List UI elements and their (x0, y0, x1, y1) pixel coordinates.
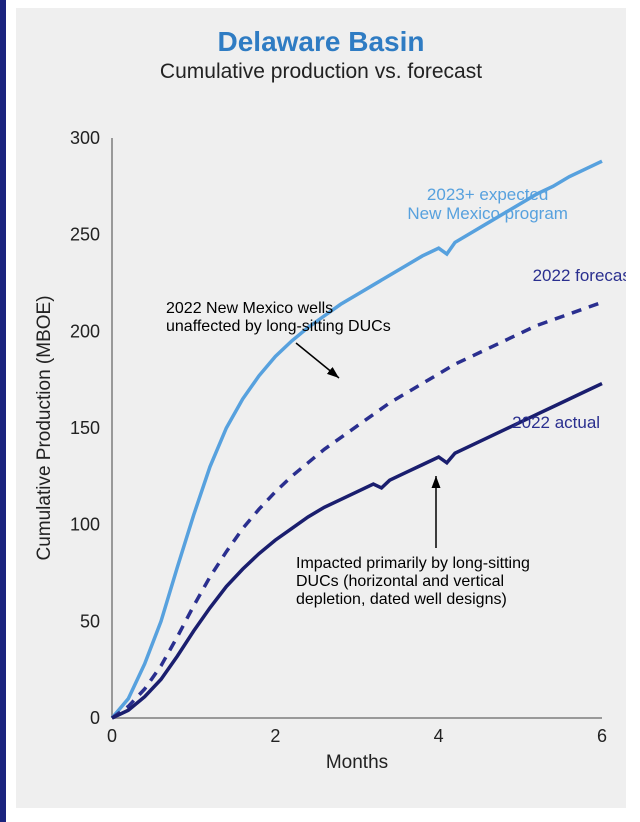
chart-panel: Delaware Basin Cumulative production vs.… (16, 8, 626, 808)
label-2022-actual: 2022 actual (512, 413, 600, 432)
x-axis-title: Months (326, 752, 388, 773)
series-2022-actual (112, 384, 602, 718)
x-tick-label: 6 (597, 726, 607, 746)
chart-area: 0 2 4 6 0 50 100 150 200 250 300 Months Cumulative P… (16, 118, 626, 798)
annotation-impacted: DUCs (horizontal and vertical (296, 573, 504, 590)
annotation-impacted: Impacted primarily by long-sitting (296, 555, 530, 572)
series-2023-expected (112, 161, 602, 718)
y-tick-label: 100 (70, 515, 100, 535)
chart-title: Delaware Basin (16, 8, 626, 58)
y-tick-label: 0 (90, 708, 100, 728)
chart-subtitle: Cumulative production vs. forecast (16, 60, 626, 84)
y-tick-label: 50 (80, 611, 100, 631)
y-axis-title: Cumulative Production (MBOE) (34, 295, 55, 560)
x-tick-label: 4 (434, 726, 444, 746)
annotation-arrow (296, 343, 339, 378)
annotation-impacted: depletion, dated well designs) (296, 591, 507, 608)
x-tick-label: 2 (270, 726, 280, 746)
label-2022-forecast: 2022 forecast (533, 266, 626, 285)
label-2023-expected: 2023+ expected (427, 185, 548, 204)
y-tick-label: 200 (70, 321, 100, 341)
line-chart: 0 2 4 6 0 50 100 150 200 250 300 Months Cumulative P… (16, 118, 626, 808)
annotation-unaffected: unaffected by long-sitting DUCs (166, 318, 391, 335)
y-tick-label: 250 (70, 225, 100, 245)
series-2022-forecast (112, 302, 602, 718)
figure-frame: Delaware Basin Cumulative production vs.… (0, 0, 640, 822)
x-tick-label: 0 (107, 726, 117, 746)
annotation-unaffected: 2022 New Mexico wells (166, 300, 333, 317)
label-2023-expected: New Mexico program (407, 204, 568, 223)
y-tick-label: 300 (70, 128, 100, 148)
y-tick-label: 150 (70, 418, 100, 438)
